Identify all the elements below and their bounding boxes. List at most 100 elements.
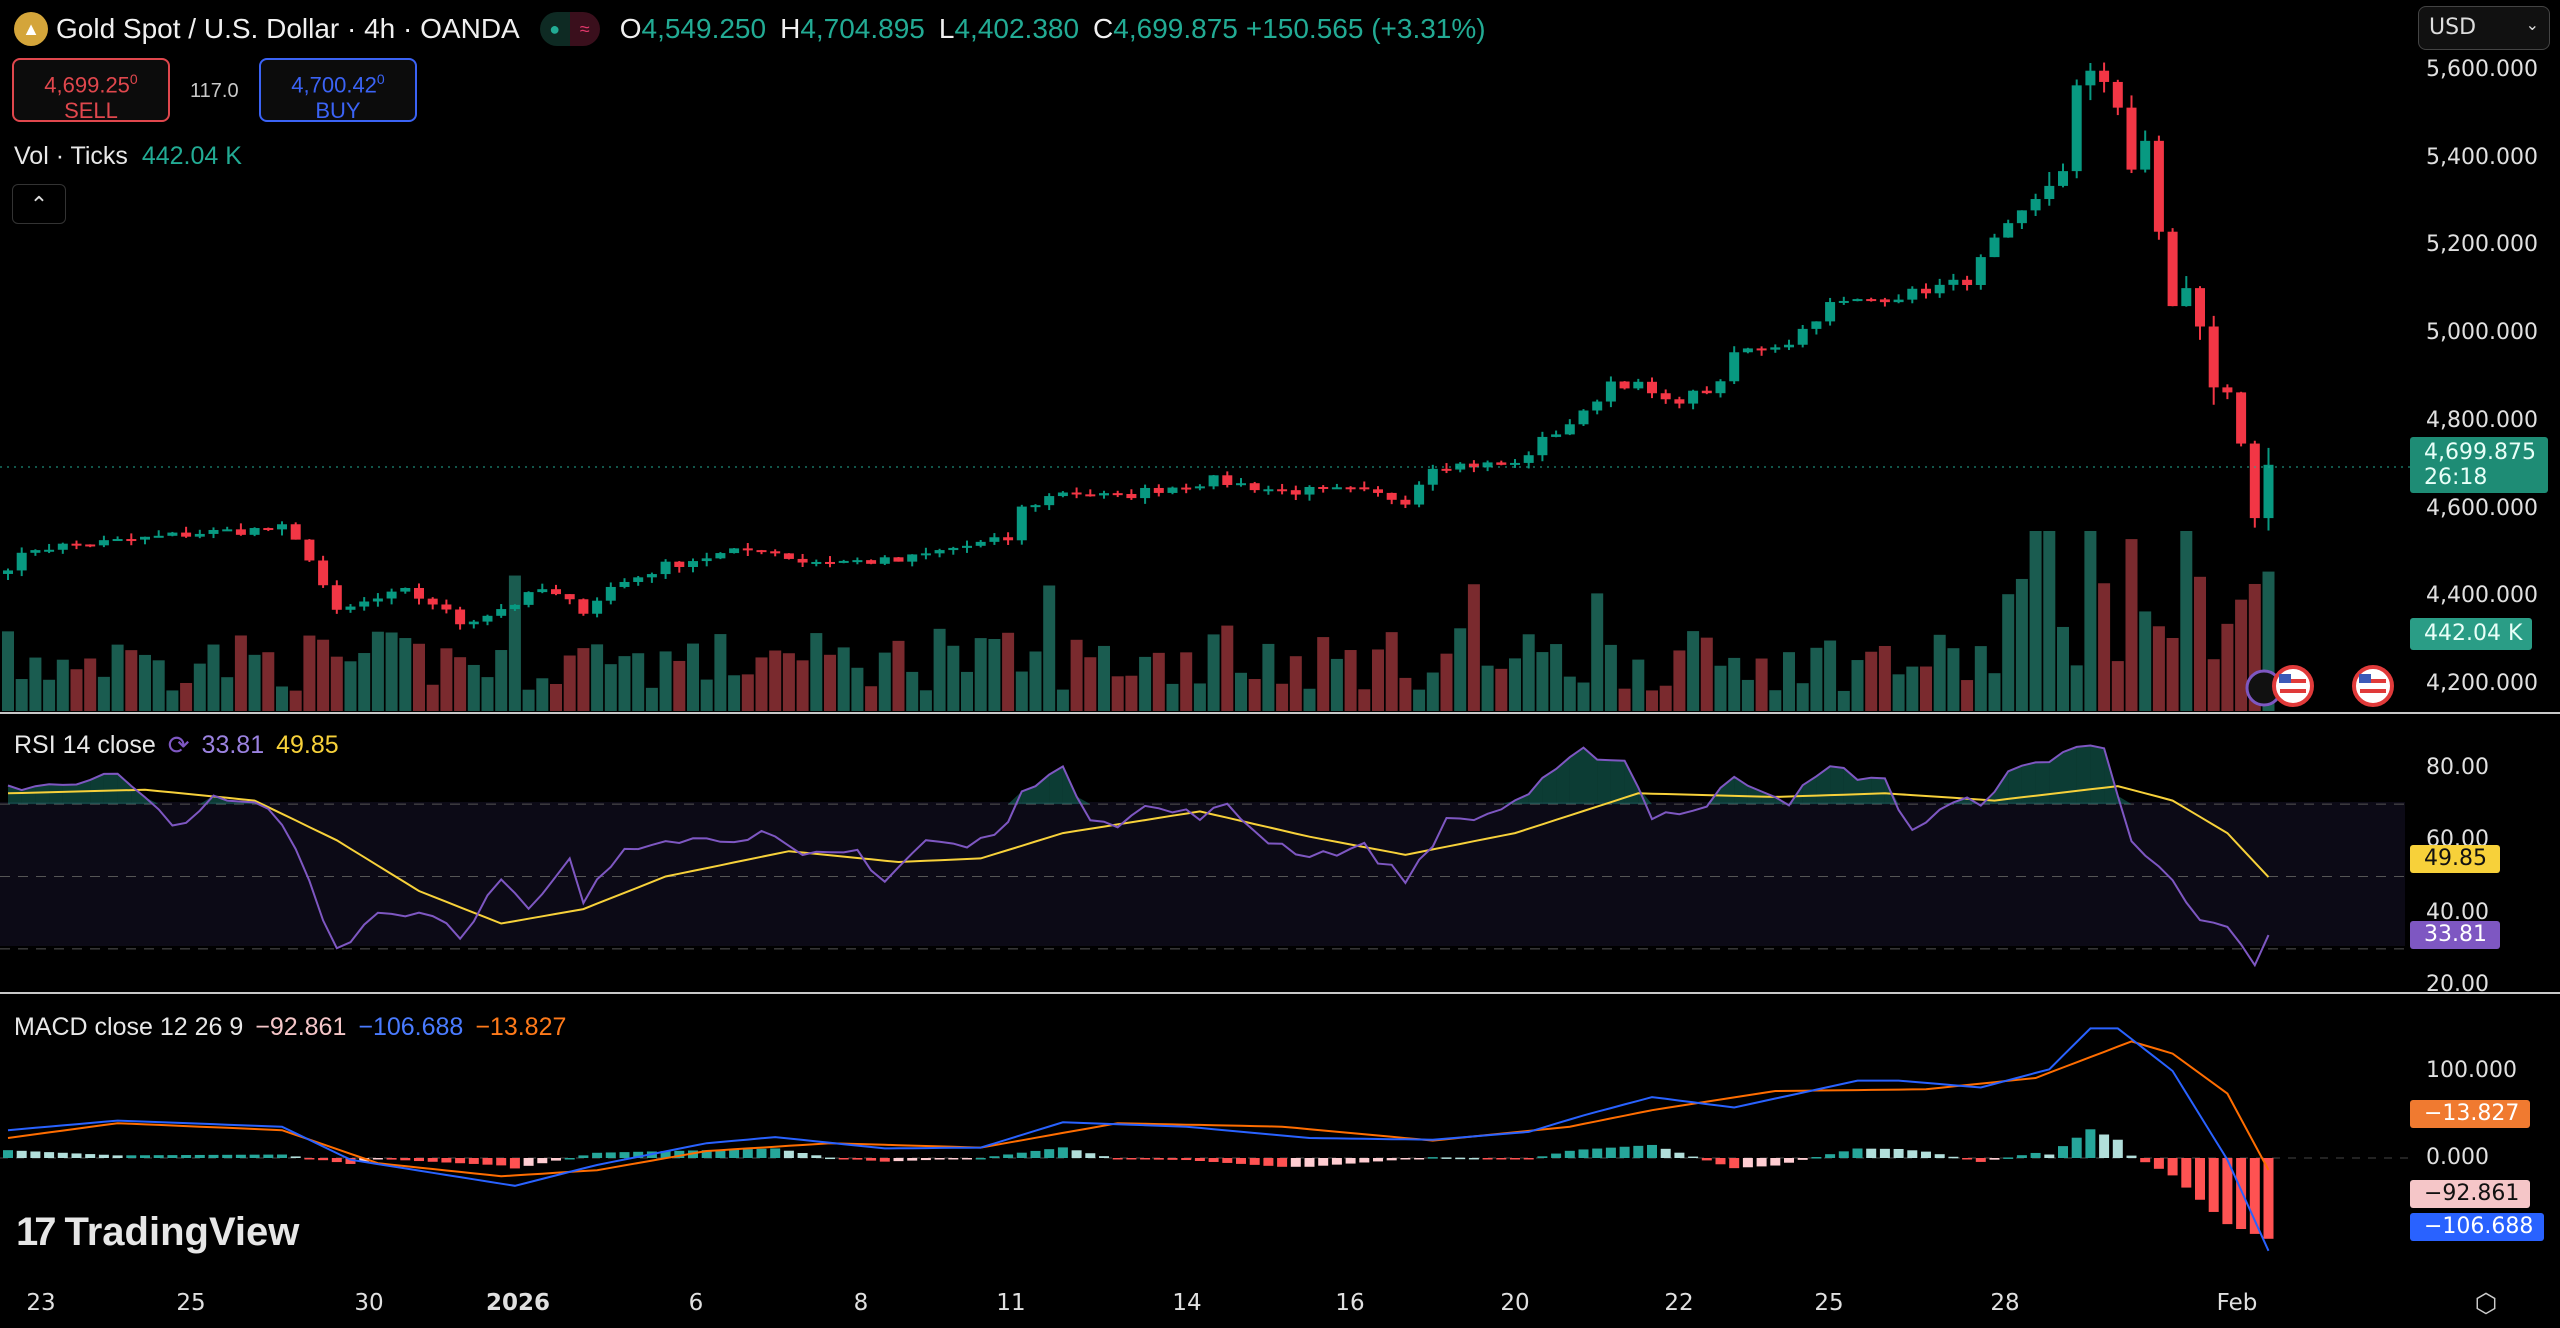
- candle-body: [1852, 299, 1863, 302]
- candle: [1140, 484, 1151, 504]
- event-icons[interactable]: [2245, 665, 2394, 707]
- macd-histogram-bar: [2099, 1134, 2110, 1158]
- collapse-legend-button[interactable]: ⌃: [12, 184, 66, 224]
- candle: [1003, 532, 1014, 545]
- macd-histogram-bar: [551, 1158, 561, 1161]
- candle-body: [345, 606, 356, 610]
- candle-body: [249, 528, 260, 535]
- volume-bar: [2057, 626, 2069, 711]
- candle: [592, 597, 603, 618]
- macd-histogram-bar: [852, 1158, 863, 1160]
- candle: [290, 522, 301, 540]
- candle-body: [1496, 462, 1507, 465]
- macd-histogram-bar: [756, 1148, 767, 1158]
- sell-button[interactable]: 4,699.250 SELL: [12, 58, 170, 123]
- candle: [770, 549, 781, 557]
- volume-bar: [1467, 584, 1480, 711]
- refresh-icon[interactable]: ⟳: [167, 730, 190, 760]
- volume-bar: [714, 634, 727, 711]
- candle: [674, 561, 685, 573]
- symbol-title[interactable]: Gold Spot / U.S. Dollar · 4h · OANDA: [56, 13, 520, 44]
- macd-histogram-bar: [181, 1155, 192, 1158]
- market-status[interactable]: ● ≈: [539, 12, 600, 46]
- volume-bar: [152, 660, 165, 711]
- candle-body: [1742, 348, 1753, 353]
- volume-bar: [358, 653, 371, 711]
- candle: [907, 554, 918, 567]
- candle: [879, 555, 890, 566]
- volume-bar: [508, 575, 521, 711]
- symbol-legend[interactable]: ▲ Gold Spot / U.S. Dollar · 4h · OANDA ●…: [14, 12, 1486, 46]
- candle-body: [2153, 140, 2164, 232]
- candle: [1386, 492, 1397, 505]
- volume-bar: [1125, 675, 1138, 711]
- volume-bar: [919, 690, 932, 711]
- volume-legend[interactable]: Vol · Ticks 442.04 K: [14, 142, 242, 171]
- macd-histogram-bar: [1893, 1148, 1904, 1158]
- volume-bar: [440, 648, 453, 711]
- candle-body: [2016, 210, 2027, 224]
- candle: [962, 540, 972, 553]
- rsi-overbought-fill: [1528, 777, 1543, 805]
- volume-bar: [2, 631, 14, 711]
- price-tick: 5,600.000: [2426, 57, 2538, 82]
- candle: [1852, 298, 1863, 302]
- macd-line: [7, 1027, 2270, 1252]
- us-flag-icon[interactable]: [2352, 665, 2394, 707]
- candle: [2099, 62, 2110, 93]
- rsi-legend[interactable]: RSI 14 close ⟳ 33.81 49.85: [14, 730, 339, 761]
- macd-histogram-bar: [866, 1158, 877, 1161]
- currency-select[interactable]: USD ⌄: [2418, 6, 2550, 50]
- candle: [1551, 430, 1562, 438]
- candle: [1797, 324, 1808, 348]
- candle-body: [1537, 436, 1548, 456]
- tradingview-logo[interactable]: 17 TradingView: [16, 1210, 299, 1255]
- candle-body: [1414, 484, 1425, 505]
- macd-histogram-bar: [674, 1150, 685, 1158]
- us-flag-icon[interactable]: [2272, 665, 2314, 707]
- volume-bars: [2, 531, 2275, 711]
- volume-bar: [933, 628, 946, 711]
- macd-histogram-bar: [537, 1158, 548, 1164]
- rsi-overbought-fill: [2021, 762, 2036, 805]
- rsi-overbought-fill: [90, 773, 104, 805]
- volume-bar: [1385, 632, 1398, 711]
- rsi-ma-value: 49.85: [276, 731, 339, 759]
- macd-value: −106.688: [358, 1013, 464, 1041]
- candle: [1756, 346, 1767, 356]
- candle: [126, 533, 137, 546]
- candle: [564, 594, 575, 605]
- candle-body: [1167, 487, 1178, 493]
- candle: [523, 591, 534, 608]
- macd-histogram-bar: [2003, 1157, 2014, 1159]
- settings-gear-icon[interactable]: ⬡: [2474, 1288, 2498, 1318]
- rsi-overbought-fill: [1994, 771, 2009, 805]
- volume-bar: [1865, 651, 1878, 711]
- macd-legend[interactable]: MACD close 12 26 9 −92.861 −106.688 −13.…: [14, 1013, 566, 1042]
- candle: [1893, 294, 1904, 304]
- time-tick: 23: [26, 1290, 56, 1316]
- volume-bar: [851, 667, 864, 711]
- volume-bar: [1070, 639, 1083, 711]
- candle: [1784, 339, 1794, 351]
- macd-histogram-bar: [44, 1152, 55, 1158]
- volume-bar: [1741, 679, 1754, 711]
- candle-body: [1359, 487, 1370, 490]
- candle-body: [1715, 381, 1726, 394]
- candle-body: [126, 539, 137, 542]
- macd-histogram-bar: [455, 1158, 466, 1164]
- candle-body: [482, 615, 493, 622]
- volume-bar: [344, 661, 357, 711]
- macd-histogram-bar: [400, 1158, 411, 1161]
- candle: [2208, 315, 2219, 405]
- candle: [1099, 490, 1109, 499]
- price-tick: 5,000.000: [2426, 320, 2538, 346]
- rsi-overbought-fill: [1761, 791, 1776, 805]
- candle: [1400, 495, 1411, 509]
- candle: [1921, 283, 1931, 299]
- candle-body: [975, 541, 986, 546]
- buy-button[interactable]: 4,700.420 BUY: [259, 58, 417, 123]
- volume-bar: [111, 644, 124, 711]
- candle-body: [509, 604, 520, 610]
